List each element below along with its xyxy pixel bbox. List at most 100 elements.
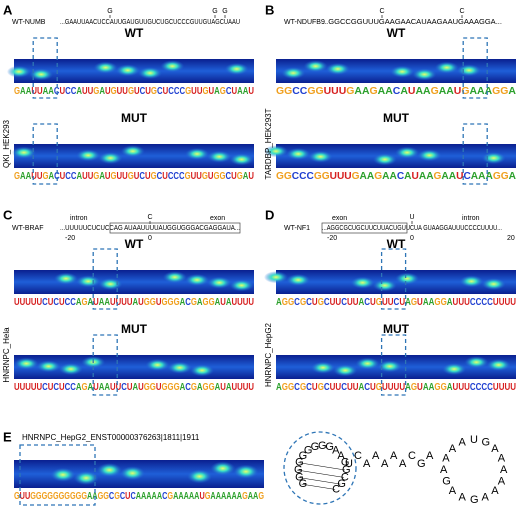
heatmap-spot — [207, 276, 232, 289]
heatmap-spot — [224, 62, 249, 75]
heatmap-spot — [185, 273, 210, 286]
base-pair — [298, 462, 346, 471]
sequence-track: GAAUUGACUCCAUUGAUGUUGUCUGCUCCCGUUGUGGCUG… — [14, 171, 254, 182]
heatmap-spot — [210, 461, 236, 476]
panel-label: A — [3, 2, 13, 17]
mut-title: MUT — [121, 111, 148, 125]
heatmap-spot — [187, 469, 213, 484]
model-name: HNRNPC_HepG2 — [264, 322, 273, 387]
mutation-letter: C — [459, 8, 464, 15]
region-right: intron — [462, 215, 480, 222]
sequence: ...AGGCGCUGCUUCUUACUGUUCUA GUAAGGAUUUCCC… — [322, 225, 502, 232]
mut-title: MUT — [383, 111, 410, 125]
heatmap-spot — [6, 65, 31, 78]
heatmap-spot — [355, 357, 380, 370]
heatmap-spot — [207, 150, 232, 163]
mutation-letter: G — [222, 8, 227, 15]
sequence-name: WT-NF1 — [284, 225, 310, 232]
heatmap-spot — [96, 463, 122, 477]
structure-sequence: GGGGGGGGGAA G G C GCUCAAAAACGAAAAA U GAA A A A AGA… — [294, 434, 508, 506]
heatmap-spot — [308, 150, 333, 163]
heatmap-spot — [138, 67, 163, 80]
heatmap-spot — [372, 153, 397, 166]
heatmap-spot — [281, 67, 306, 80]
structure-highlight — [283, 431, 357, 505]
position: 20 — [507, 235, 515, 242]
heatmap-spot — [145, 358, 170, 371]
heatmap-spot — [120, 466, 146, 481]
heatmap-spot — [167, 361, 192, 374]
base-pair — [298, 477, 341, 485]
wt-title: WT — [125, 237, 144, 251]
sequence-name: WT-BRAF — [12, 225, 44, 232]
heatmap-spot — [98, 152, 123, 165]
sequence-track: GAAUUAACUCCAUUGAUGUUGUCUGCUCCCGUUGUAGCUA… — [14, 86, 254, 97]
sequence-track: AGGCGCUGCUUCUUACUGUUUUAGUAAGGAUUUCCCCUUU… — [276, 382, 516, 393]
sequence-track: GGCCGGUUUGAAGAACAUAAGAAUGAAAGGA — [276, 86, 516, 97]
wt-title: WT — [387, 26, 406, 40]
heatmap-spot — [333, 364, 358, 377]
heatmap-spot — [412, 68, 437, 81]
heatmap-spot — [377, 360, 402, 373]
sequence-name: WT-NUMB — [12, 19, 46, 26]
heatmap-spot — [264, 145, 288, 158]
heatmap-spot — [481, 278, 506, 291]
mutation-letter: C — [379, 8, 384, 15]
heatmap-spot — [372, 279, 397, 292]
heatmap-spot — [395, 272, 420, 285]
sequence-track: UUUUUCUCUCCAGAUAAUUCUAUGGUGGGACGAGGAUAUU… — [14, 382, 254, 393]
heatmap-spot — [53, 272, 78, 285]
sequence: ...GAAUUAACUCCAUUGAUGUUGUCUGCUCCCGUUGUAG… — [60, 19, 240, 26]
heatmap-spot — [464, 356, 489, 369]
heatmap-spot — [11, 146, 36, 159]
sequence-track: GUUGGGGGGGGGGAAGGCGCUCAAAAACGAAAAAUGAAAA… — [14, 491, 264, 502]
panel-label: B — [265, 2, 274, 17]
position: 0 — [410, 235, 414, 242]
heatmap-spot — [29, 68, 54, 81]
heatmap-spot — [36, 360, 61, 373]
panel-label: D — [265, 207, 274, 222]
region-left: intron — [70, 215, 88, 222]
mutation-letter: U — [409, 214, 414, 221]
heatmap-spot — [120, 145, 145, 158]
heatmap-spot — [486, 358, 511, 371]
base-pair — [301, 483, 336, 490]
heatmap-spot — [73, 471, 99, 485]
heatmap-spot — [190, 364, 215, 377]
mut-title: MUT — [383, 322, 410, 336]
sequence: ...GGCCGGUUUGAAGAACAUAAGAAUGAAAGGA... — [322, 19, 502, 26]
model-name: TARDBP_HEK293T — [264, 108, 273, 179]
heatmap-spot — [14, 357, 39, 370]
wt-title: WT — [387, 237, 406, 251]
heatmap-spot — [456, 64, 481, 77]
heatmap-spot — [50, 467, 76, 482]
heatmap-spot — [76, 149, 101, 162]
region-box — [321, 222, 408, 234]
sequence: ...UUUUUCUCUCCAG AUAAUUUUAUGGUGGGACGAGGA… — [60, 225, 240, 232]
heatmap-spot — [93, 61, 118, 74]
region-left: exon — [332, 215, 347, 222]
wt-title: WT — [125, 26, 144, 40]
base-pair — [296, 469, 344, 478]
sequence-track: GGCCCGGUUUGAAGAACAUAAGAAUCAAAGGA — [276, 171, 516, 182]
mutation-letter: G — [107, 8, 112, 15]
heatmap-spot — [185, 147, 210, 160]
mutation-letter: G — [212, 8, 217, 15]
region-box — [109, 222, 241, 234]
heatmap-spot — [115, 64, 140, 77]
heatmap-spot — [434, 61, 459, 74]
sequence-track: UUUUUCUCUCCAGAUAAUUUUAUGGUGGGACGAGGAUAUU… — [14, 297, 254, 308]
heatmap-spot — [229, 153, 254, 166]
sequence-name: WT-NDUFB9 — [284, 19, 325, 26]
panel-label: E — [3, 429, 12, 444]
heatmap-spot — [417, 149, 442, 162]
heatmap-spot — [390, 65, 415, 78]
heatmap-spot — [311, 361, 336, 374]
model-name: QKI_HEK293 — [2, 119, 11, 168]
heatmap-spot — [160, 60, 185, 73]
heatmap-spot — [98, 278, 123, 291]
panel-title: HNRNPC_HepG2_ENST00000376263|1811|1911 — [22, 433, 200, 442]
heatmap-spot — [76, 275, 101, 288]
rna-structure: GGGGGGGGGAA G G C GCUCAAAAACGAAAAA U GAA A A A AGA… — [294, 434, 508, 506]
heatmap-spot — [442, 363, 467, 376]
